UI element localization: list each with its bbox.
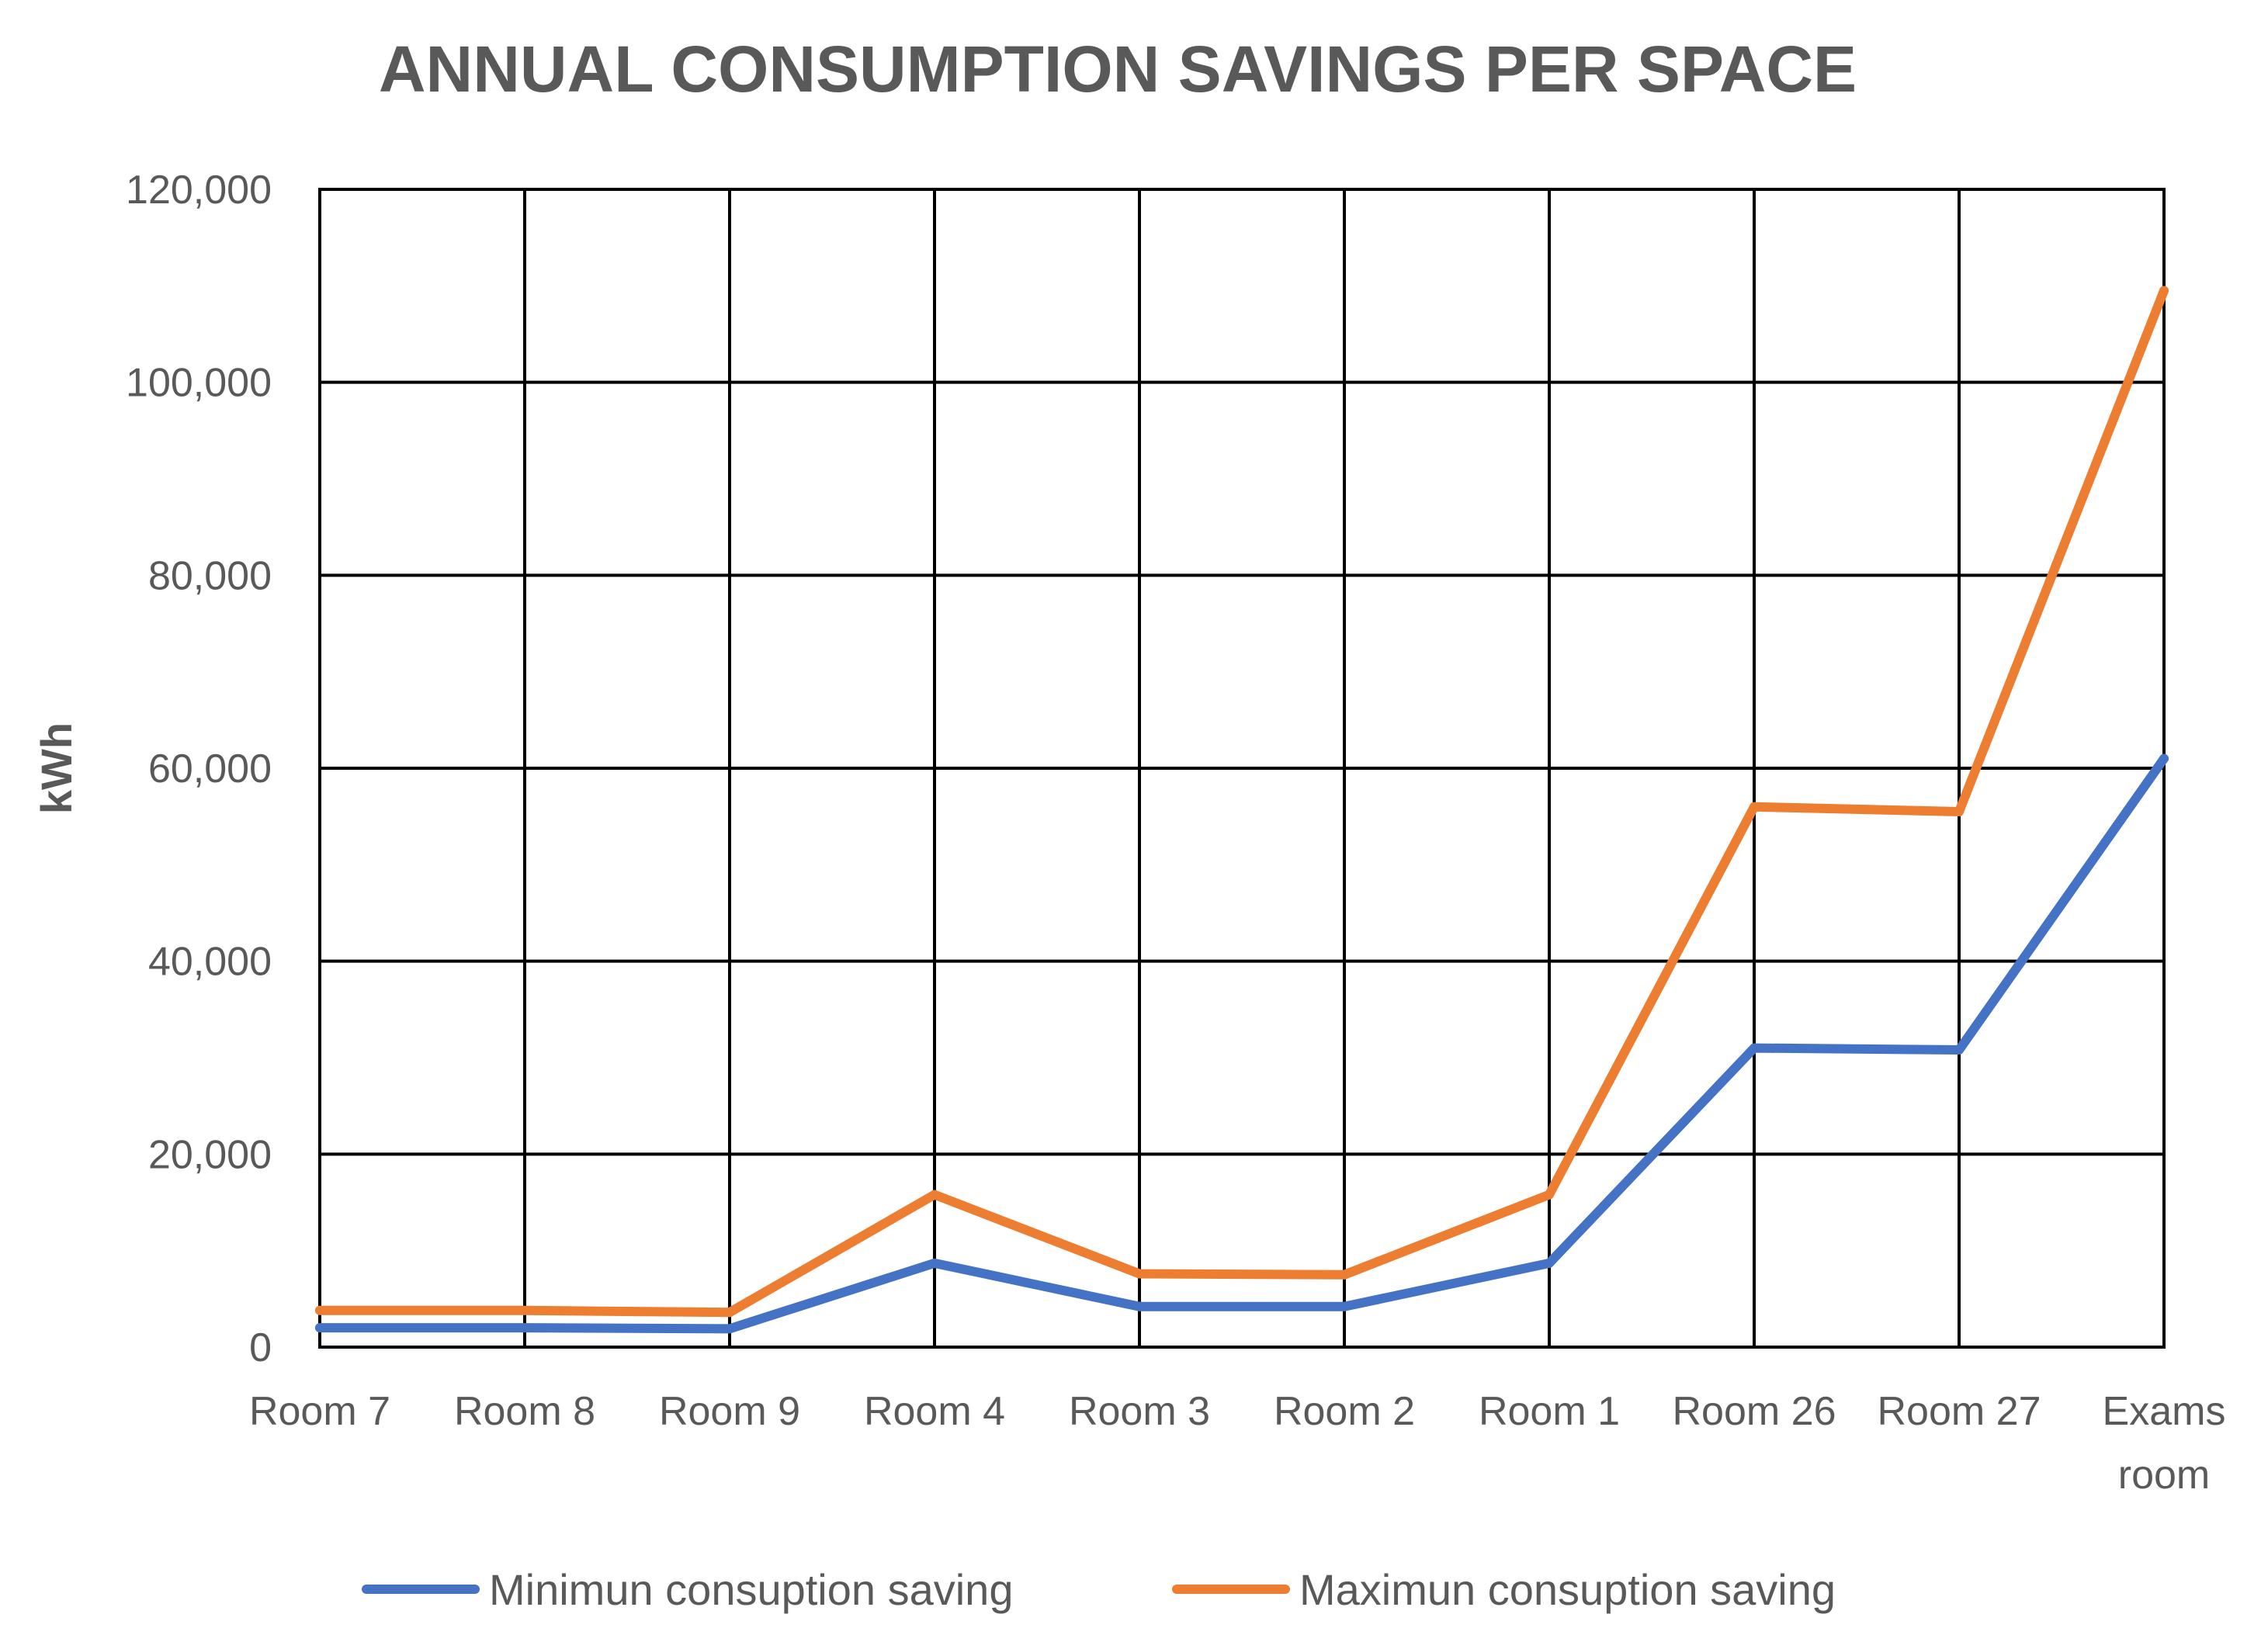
x-tick-label-8: Room 27 (1878, 1389, 2041, 1434)
y-tick-label-5: 100,000 (126, 361, 272, 406)
x-tick-label-7: Room 26 (1673, 1389, 1836, 1434)
legend-label-0: Minimun consuption saving (489, 1565, 1013, 1614)
series-0-point-7 (1750, 1043, 1759, 1053)
series-1-point-6 (1545, 1190, 1554, 1200)
series-1-point-9 (2159, 286, 2169, 296)
y-tick-label-1: 20,000 (148, 1132, 272, 1177)
series-line-1 (315, 286, 2169, 1318)
x-tick-label-1: Room 8 (454, 1389, 595, 1434)
series-1-point-4 (1135, 1269, 1144, 1279)
series-0-point-2 (725, 1324, 734, 1334)
series-0-point-9 (2159, 753, 2169, 764)
series-0-point-5 (1340, 1301, 1349, 1311)
plot-area-border (318, 188, 2166, 1349)
gridlines (318, 188, 2166, 1349)
series-0-point-0 (315, 1323, 324, 1333)
series-0-point-4 (1135, 1301, 1144, 1311)
x-tick-label-0: Room 7 (249, 1389, 390, 1434)
series-1-point-3 (930, 1190, 939, 1200)
y-tick-label-3: 60,000 (148, 746, 272, 791)
series-1-point-1 (520, 1305, 529, 1315)
x-tick-label-9-line-0: Exams (2103, 1389, 2226, 1434)
x-tick-label-3: Room 4 (864, 1389, 1005, 1434)
series-1-point-0 (315, 1305, 324, 1315)
y-axis-ticks: 0 20,000 40,000 60,000 80,000 100,000 120,000 (126, 168, 272, 1370)
series-0-point-8 (1954, 1045, 1964, 1055)
x-tick-label-5: Room 2 (1274, 1389, 1415, 1434)
x-tick-label-2: Room 9 (659, 1389, 800, 1434)
series-1-point-5 (1340, 1269, 1349, 1280)
series-line-0 (315, 753, 2169, 1334)
y-tick-label-4: 80,000 (148, 553, 272, 598)
series-1-point-7 (1750, 802, 1759, 812)
series-lines (315, 286, 2169, 1334)
series-1-point-2 (725, 1308, 734, 1318)
x-tick-label-9-line-1: room (2118, 1453, 2210, 1498)
y-tick-label-6: 120,000 (126, 168, 272, 213)
y-tick-label-2: 40,000 (148, 940, 272, 985)
x-tick-label-4: Room 3 (1069, 1389, 1210, 1434)
y-axis-title: kWh (32, 722, 81, 814)
y-tick-label-0: 0 (249, 1325, 272, 1370)
series-1-point-8 (1954, 806, 1964, 816)
x-tick-label-6: Room 1 (1479, 1389, 1620, 1434)
series-0-point-1 (520, 1323, 529, 1333)
x-axis-ticks: Room 7 Room 8 Room 9 Room 4 Room 3 Room 2 Room… (249, 1389, 2226, 1498)
chart-title: ANNUAL CONSUMPTION SAVINGS PER SPACE (379, 33, 1857, 106)
series-0-point-6 (1545, 1258, 1554, 1268)
legend-label-1: Maximun consuption saving (1299, 1565, 1836, 1614)
legend: Minimun consuption saving Maximun consupt… (362, 1565, 1836, 1614)
series-0-point-3 (930, 1258, 939, 1268)
